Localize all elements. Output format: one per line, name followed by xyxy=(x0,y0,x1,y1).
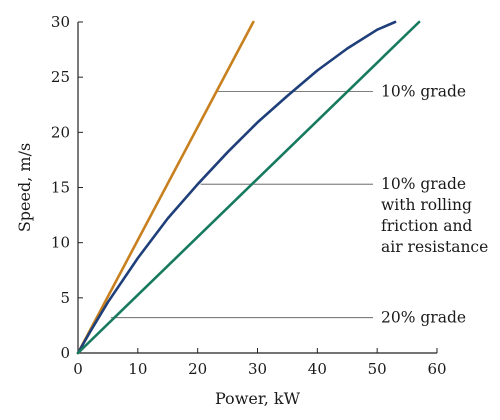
x-tick-label: 20 xyxy=(188,360,207,378)
annotation-line-text: with rolling xyxy=(381,196,472,214)
x-tick-label: 50 xyxy=(368,360,387,378)
annotation-label: 20% grade xyxy=(381,309,466,327)
series-line-3 xyxy=(76,20,421,355)
annotation-line-text: 20% grade xyxy=(381,309,466,327)
annotation-label: 10% grade with rolling friction and air res… xyxy=(381,175,488,256)
y-tick-label: 5 xyxy=(60,289,70,307)
annotations: 10% grade 10% grade with rolling friction a… xyxy=(381,83,488,327)
x-tick-label: 0 xyxy=(73,360,83,378)
x-tick-label: 10 xyxy=(128,360,147,378)
y-tick-label: 15 xyxy=(51,179,70,197)
x-tick-label: 30 xyxy=(248,360,267,378)
series-line-1 xyxy=(76,20,255,355)
annotation-label: 10% grade xyxy=(381,83,466,101)
annotation-line-text: friction and xyxy=(381,217,472,235)
axes: 0 10 20 30 40 50 60 0 5 10 15 20 25 30 xyxy=(51,13,447,378)
annotation-line-text: air resistance xyxy=(381,238,488,256)
annotation-line-text: 10% grade xyxy=(381,83,466,101)
x-tick-label: 40 xyxy=(308,360,327,378)
series-lines xyxy=(76,20,421,355)
y-axis-label: Speed, m/s xyxy=(15,143,34,232)
x-axis-label: Power, kW xyxy=(215,389,301,408)
annotation-line-text: 10% grade xyxy=(381,175,466,193)
y-tick-label: 30 xyxy=(51,13,70,31)
y-tick-label: 0 xyxy=(60,344,70,362)
y-tick-label: 10 xyxy=(51,234,70,252)
y-tick-label: 20 xyxy=(51,123,70,141)
y-tick-label: 25 xyxy=(51,68,70,86)
x-tick-label: 60 xyxy=(427,360,446,378)
series-line-2 xyxy=(76,20,397,355)
